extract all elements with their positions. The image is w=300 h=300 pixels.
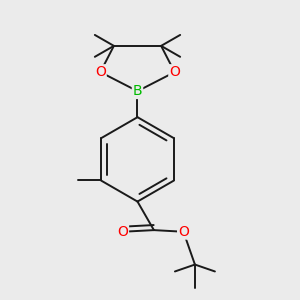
Text: O: O — [95, 65, 106, 79]
Text: O: O — [169, 65, 180, 79]
Text: O: O — [178, 225, 189, 239]
Text: O: O — [117, 225, 128, 239]
Text: B: B — [133, 84, 142, 98]
